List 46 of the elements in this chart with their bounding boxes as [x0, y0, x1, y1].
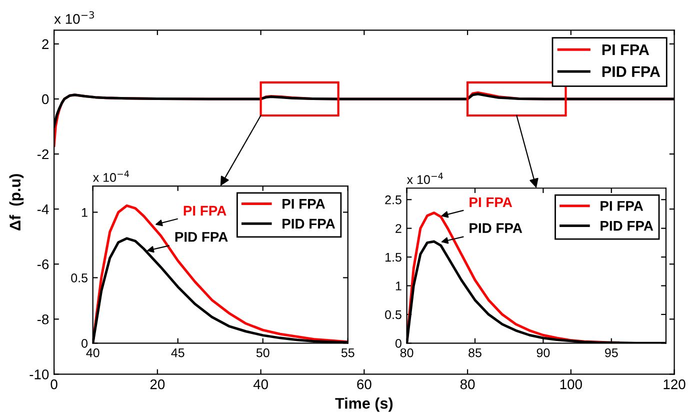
x-tick-label: 40 [253, 379, 268, 390]
legend-label: PID FPA [602, 66, 660, 77]
x-tick-label: 50 [256, 348, 270, 358]
legend-label: PI FPA [602, 44, 650, 55]
x-tick-label: 80 [460, 379, 475, 390]
legend-label: PI FPA [600, 201, 644, 211]
x-tick-label: 40 [86, 348, 100, 358]
x-axis-title: Time (s) [335, 398, 393, 412]
y-tick-label: -4 [37, 204, 49, 214]
y-tick-label: 0.5 [71, 273, 88, 282]
y-axis-title: Δf (p.u) [9, 174, 24, 230]
y-tick-label: -2 [37, 149, 48, 160]
x-tick-label: 45 [171, 348, 184, 358]
legend-label: PID FPA [600, 221, 654, 231]
annotation: PI FPA [184, 206, 226, 216]
annotation: PID FPA [175, 232, 228, 242]
y-tick-label: 0 [42, 94, 49, 104]
annotation: PI FPA [470, 197, 512, 208]
x-tick-label: 100 [560, 379, 582, 390]
x-tick-label: 120 [664, 379, 686, 390]
y-tick-label: 1.5 [386, 252, 402, 262]
annotation: x 10$^{−4}$ [406, 172, 443, 184]
y-tick-label: 1 [396, 282, 402, 290]
x-tick-label: 80 [400, 348, 414, 358]
y-tick-label: 2 [42, 39, 48, 49]
x-tick-label: 85 [468, 348, 482, 358]
y-tick-label: 2 [396, 224, 402, 233]
x-tick-label: 55 [341, 348, 354, 358]
y-tick-label: 0 [82, 338, 88, 348]
legend-label: PI FPA [282, 199, 325, 209]
y-tick-label: -8 [37, 314, 49, 324]
legend-label: PID FPA [282, 218, 336, 228]
text: x 10$^{−3}$ [54, 11, 94, 24]
y-tick-label: -10 [30, 370, 49, 380]
x-tick-label: 90 [536, 348, 550, 358]
x-tick-label: 0 [50, 379, 58, 390]
y-tick-label: 0.5 [385, 310, 402, 320]
x-tick-label: 95 [605, 348, 618, 358]
y-tick-label: -6 [37, 259, 49, 270]
annotation: PID FPA [470, 223, 522, 233]
annotation: x 10$^{−4}$ [93, 170, 130, 182]
y-tick-label: 1 [82, 208, 88, 217]
x-tick-label: 60 [357, 379, 372, 390]
y-tick-label: 0 [395, 338, 402, 348]
y-tick-label: 2.5 [385, 195, 402, 204]
x-tick-label: 20 [150, 379, 165, 390]
